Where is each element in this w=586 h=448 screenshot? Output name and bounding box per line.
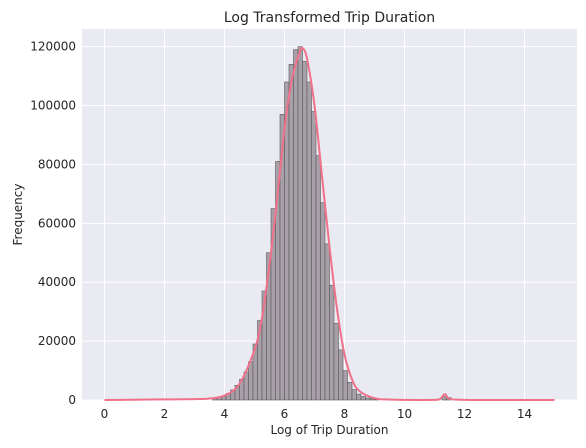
x-tick-label: 4 [221, 407, 229, 421]
x-tick-label: 12 [457, 407, 472, 421]
histogram-bar [347, 382, 353, 401]
histogram-bar [351, 389, 357, 401]
histogram-bar [297, 46, 303, 401]
x-tick-label: 8 [341, 407, 349, 421]
x-tick-label: 2 [161, 407, 169, 421]
x-axis-title: Log of Trip Duration [270, 423, 388, 437]
x-tick-label: 14 [517, 407, 532, 421]
y-tick-label: 60000 [38, 216, 76, 230]
histogram-bar [356, 393, 362, 401]
y-tick-label: 20000 [38, 334, 76, 348]
y-axis-ticks: 0 20000 40000 60000 80000 100000 120000 [30, 40, 76, 407]
histogram-bar [311, 111, 317, 401]
histogram-bar [342, 370, 348, 401]
histogram-bar [360, 396, 366, 401]
histogram-bar [324, 243, 330, 401]
histogram-bar [315, 155, 321, 401]
histogram-bar [333, 323, 339, 401]
y-tick-label: 40000 [38, 275, 76, 289]
histogram-bar [248, 361, 254, 401]
x-tick-label: 6 [281, 407, 289, 421]
y-tick-label: 100000 [30, 99, 76, 113]
histogram-bar [288, 64, 294, 401]
histogram-bar [320, 202, 326, 401]
histogram-bar [365, 397, 371, 401]
histogram-bar [306, 81, 312, 401]
y-tick-label: 80000 [38, 157, 76, 171]
histogram-bar [338, 349, 344, 401]
y-tick-label: 120000 [30, 40, 76, 54]
histogram-bars [212, 46, 452, 401]
kde-curve [104, 46, 555, 401]
histogram-bar [293, 49, 299, 401]
chart-title: Log Transformed Trip Duration [224, 10, 435, 26]
y-tick-label: 0 [68, 393, 76, 407]
y-axis-title: Frequency [11, 184, 25, 246]
x-axis-ticks: 0 2 4 6 8 10 12 14 [101, 407, 532, 421]
histogram-bar [302, 61, 308, 401]
histogram-bar [329, 284, 335, 401]
x-tick-label: 10 [397, 407, 412, 421]
x-tick-label: 0 [101, 407, 109, 421]
